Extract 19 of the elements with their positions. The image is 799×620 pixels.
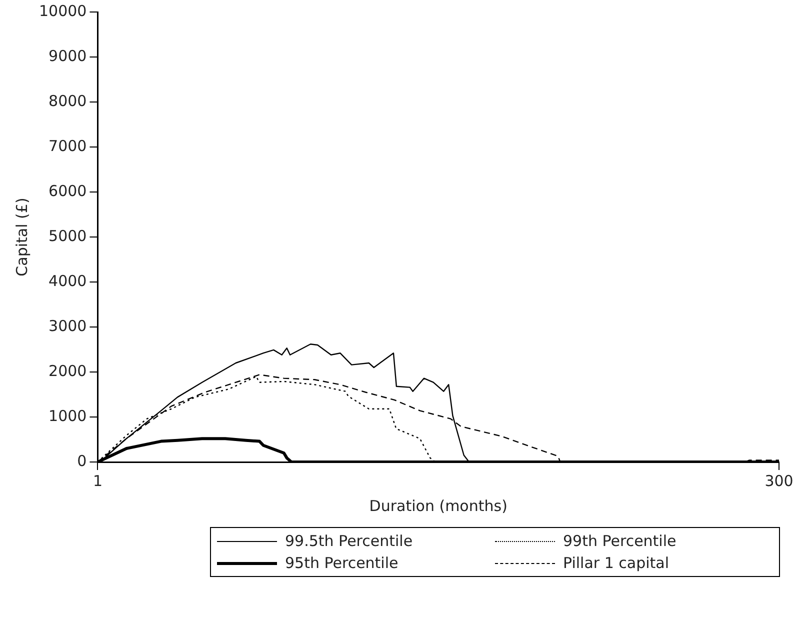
- y-tick-label: 4000: [48, 272, 87, 290]
- y-tick-label: 10000: [39, 2, 87, 20]
- y-tick-label: 2000: [48, 362, 87, 380]
- y-tick-label: 5000: [48, 226, 87, 245]
- legend-label: 99.5th Percentile: [285, 532, 413, 550]
- legend-label: 95th Percentile: [285, 554, 398, 572]
- legend-label: Pillar 1 capital: [563, 554, 670, 572]
- y-tick-label: 7000: [48, 136, 87, 155]
- y-tick-label: 9000: [48, 46, 87, 65]
- y-tick-label: 1000: [48, 406, 87, 425]
- x-tick-label: 1: [92, 472, 102, 490]
- y-tick-label: 6000: [48, 182, 87, 200]
- x-axis-title: Duration (months): [369, 496, 508, 515]
- legend-label: 99th Percentile: [563, 532, 676, 550]
- y-tick-label: 3000: [48, 316, 87, 335]
- x-tick-label: 300: [764, 472, 794, 490]
- y-tick-label: 0: [77, 452, 87, 470]
- y-axis-title: Capital (£): [12, 198, 31, 276]
- y-tick-label: 8000: [48, 92, 87, 110]
